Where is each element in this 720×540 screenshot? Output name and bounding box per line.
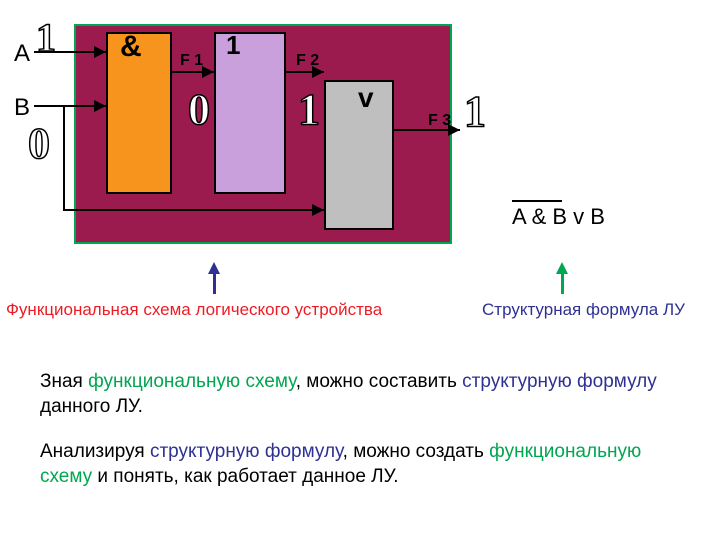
formula-overline	[512, 200, 562, 202]
paragraph-1: Зная функциональную схему, можно состави…	[40, 370, 680, 419]
text-run: Зная	[40, 371, 88, 392]
text-run: структурную формулу	[150, 441, 343, 462]
caption-structural-formula: Структурная формула ЛУ	[482, 300, 685, 320]
text-run: и понять, как работает данное ЛУ.	[92, 466, 398, 487]
structural-formula: A & B v B	[512, 200, 605, 230]
text-run: , можно составить	[296, 371, 462, 392]
caption-functional-schema: Функциональная схема логического устройс…	[6, 300, 382, 320]
struct-arrow-stem	[561, 272, 564, 294]
text-run: , можно создать	[343, 441, 490, 462]
text-run: Анализируя	[40, 441, 150, 462]
text-run: структурную формулу	[462, 371, 657, 392]
text-run: функциональную схему	[88, 371, 296, 392]
formula-text: A & B v B	[512, 204, 605, 229]
wires-svg	[0, 0, 720, 260]
text-run: данного ЛУ.	[40, 396, 143, 417]
func-arrow-stem	[213, 272, 216, 294]
paragraph-2: Анализируя структурную формулу, можно со…	[40, 440, 680, 489]
